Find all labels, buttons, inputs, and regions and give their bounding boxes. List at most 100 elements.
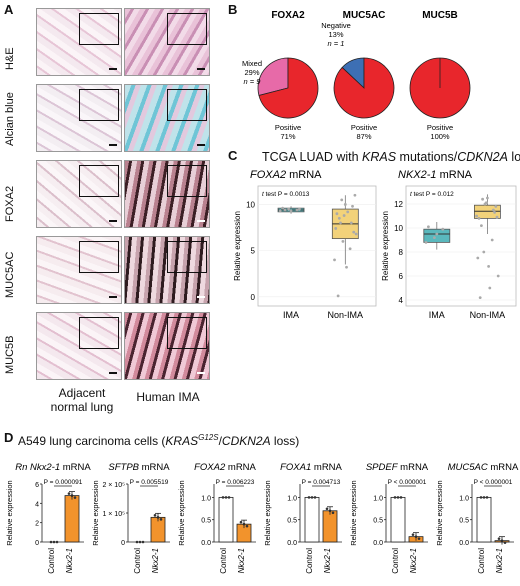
pie-label-0-0-2: n = 9	[244, 77, 262, 86]
dot	[485, 496, 489, 499]
dot	[153, 514, 157, 517]
xcat-0-1: Non-IMA	[328, 310, 364, 320]
dot	[67, 492, 71, 495]
data-point	[346, 210, 350, 214]
data-point	[490, 238, 494, 242]
pie-slice-0-0	[257, 57, 289, 96]
bar-ytick-4-2: 1.0	[373, 495, 383, 502]
data-point	[492, 208, 495, 212]
pie-label-0-0-1: 29%	[244, 68, 259, 77]
bar-title-2: FOXA2 mRNA	[194, 462, 256, 473]
column-label-adjacent-line1: Adjacent	[58, 386, 106, 400]
boxplot-title-1: NKX2-1 mRNA	[398, 169, 473, 181]
data-point	[343, 203, 347, 206]
data-point	[335, 212, 339, 216]
data-point	[289, 209, 293, 213]
dot	[307, 496, 311, 499]
inset-box	[79, 13, 119, 45]
bar-p-4: P < 0.000001	[388, 479, 427, 486]
row-label-2: FOXA2	[4, 185, 16, 222]
bar-xcat-control-3: Control	[305, 548, 314, 574]
panel-d-title-cdkn2a: CDKN2A	[221, 434, 271, 448]
data-point	[278, 209, 282, 213]
bar-title-3: FOXA1 mRNA	[280, 462, 342, 473]
bar-ytick-1-2: 2 × 10⁵	[102, 482, 125, 489]
pie-label-1-0-1: 13%	[328, 30, 343, 39]
scale-bar	[109, 144, 117, 146]
boxplots: FOXA2 mRNA t test P = 0.0013 0 5 10 Relative …	[233, 169, 517, 320]
column-label-adjacent-line2: normal lung	[50, 400, 114, 414]
data-point	[484, 201, 488, 205]
bar-ytick-2-1: 0.5	[201, 518, 211, 525]
data-point	[427, 225, 430, 229]
pie-label-2-0-1: 100%	[430, 132, 450, 141]
bar-ytick-3-2: 1.0	[287, 495, 297, 502]
data-point	[493, 211, 496, 214]
scale-bar	[109, 68, 117, 70]
xcat-1-1: Non-IMA	[470, 310, 506, 320]
bar-xcat-nkx-3: Nkx2-1	[323, 548, 332, 573]
bar-ytick-5-2: 1.0	[459, 495, 469, 502]
panel-d-title-post: loss)	[270, 434, 300, 448]
dot	[411, 533, 415, 536]
inset-box	[167, 13, 207, 45]
panel-d-title-pre: A549 lung carcinoma cells (	[18, 434, 166, 448]
data-point	[351, 204, 354, 208]
inset-box	[79, 317, 119, 349]
ytick-0-0: 0	[251, 293, 256, 302]
bar-xcat-control-2: Control	[219, 548, 228, 574]
data-point	[480, 224, 483, 227]
pie-slice-0-1	[258, 57, 319, 119]
bar-ytick-0-0: 0	[35, 540, 39, 547]
boxplot-ylabel-1: Relative expression	[381, 211, 390, 281]
data-point	[475, 214, 478, 218]
bar-xcat-nkx-1: Nkx2-1	[151, 548, 160, 573]
bar-ylabel-2: Relative expression	[177, 480, 186, 545]
dot	[417, 537, 421, 540]
inset-box	[79, 89, 119, 121]
bar-xcat-nkx-5: Nkx2-1	[495, 548, 504, 573]
boxplot-stat-0: t test P = 0.0013	[262, 191, 310, 198]
dot	[221, 496, 225, 499]
data-point	[487, 265, 490, 268]
pie-label-0-0-0: Mixed	[242, 59, 262, 68]
data-point	[348, 247, 352, 251]
bar-control-2	[218, 496, 234, 543]
dot	[482, 496, 486, 499]
data-point	[283, 208, 287, 212]
dot	[141, 540, 145, 544]
dot	[159, 518, 163, 521]
bar-charts: Rn Nkx2-1 mRNA 0 2 4 6 Relative expression P =…	[5, 462, 519, 574]
scale-bar	[197, 68, 205, 70]
data-point	[424, 241, 428, 244]
pie-label-2-0-2: n = 7	[432, 141, 450, 142]
normal-lung-image-0	[36, 8, 122, 76]
data-point	[486, 196, 489, 200]
row-label-4: MUC5B	[4, 335, 16, 374]
bar-ylabel-5: Relative expression	[435, 480, 444, 545]
bar-ylabel-4: Relative expression	[349, 480, 358, 545]
data-point	[433, 236, 436, 239]
ima-image-1	[124, 84, 210, 152]
ima-image-3	[124, 236, 210, 304]
row-label-0: H&E	[4, 47, 16, 70]
dot	[399, 496, 403, 499]
data-point	[340, 198, 344, 202]
dot	[331, 511, 335, 515]
ima-image-4	[124, 312, 210, 380]
inset-box	[167, 317, 207, 349]
panel-c-title-kras: KRAS	[362, 150, 397, 164]
bar-xcat-control-1: Control	[133, 548, 142, 574]
ytick-0-1: 5	[251, 247, 256, 256]
pie-label-1-1-0: Positive	[351, 123, 377, 132]
pie-label-0-1-2: n = 22	[277, 141, 299, 142]
data-point	[341, 239, 345, 243]
bar-control-3	[304, 496, 320, 543]
boxplot-ylabel-0: Relative expression	[233, 211, 242, 281]
pie-label-2-0-0: Positive	[427, 123, 453, 132]
inset-box	[79, 241, 119, 273]
inset-box	[167, 165, 207, 197]
panel-d-label: D	[4, 430, 14, 445]
xcat-0-0: IMA	[283, 310, 299, 320]
boxplot-frame-0	[257, 185, 377, 307]
